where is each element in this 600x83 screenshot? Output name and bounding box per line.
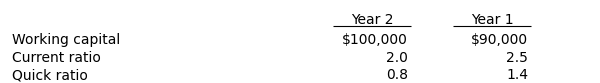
Text: Working capital: Working capital [12, 33, 120, 47]
Text: 2.5: 2.5 [506, 51, 528, 65]
Text: Quick ratio: Quick ratio [12, 68, 88, 82]
Text: Current ratio: Current ratio [12, 51, 101, 65]
Text: 2.0: 2.0 [386, 51, 408, 65]
Text: $100,000: $100,000 [342, 33, 408, 47]
Text: Year 2: Year 2 [351, 13, 393, 27]
Text: 0.8: 0.8 [386, 68, 408, 82]
Text: $90,000: $90,000 [471, 33, 528, 47]
Text: Year 1: Year 1 [470, 13, 514, 27]
Text: 1.4: 1.4 [506, 68, 528, 82]
